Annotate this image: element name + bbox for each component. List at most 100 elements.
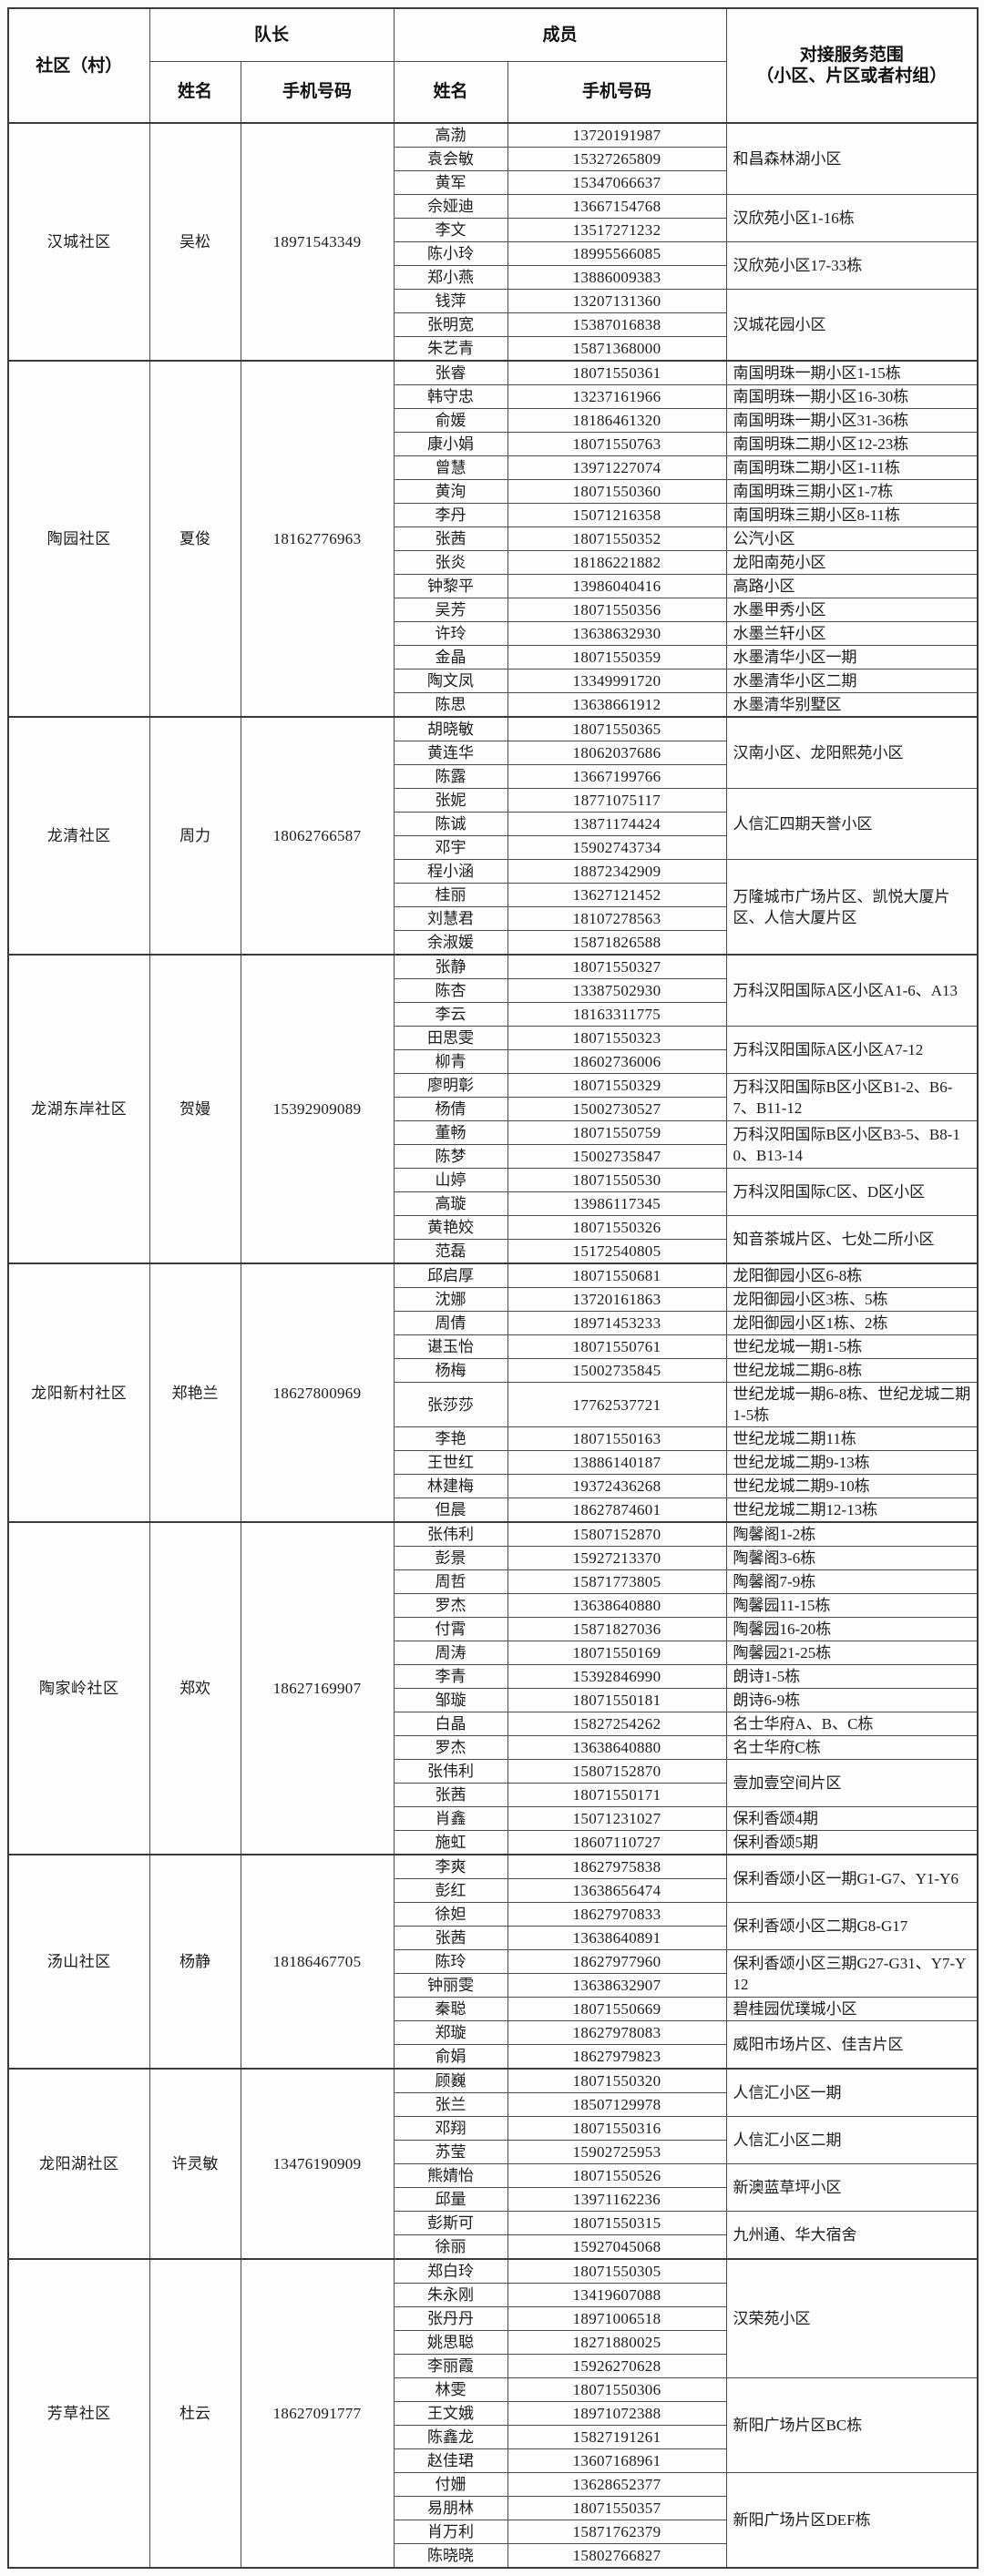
member-row: 白晶 15827254262 名士华府A、B、C栋: [8, 1712, 979, 1736]
member-phone-cell: 18507129978: [507, 2092, 727, 2117]
member-name-cell: 但晨: [393, 1498, 508, 1523]
header-member-phone: 手机号码: [507, 60, 727, 124]
member-phone-cell: 17762537721: [507, 1382, 727, 1427]
member-name-cell: 陶文凤: [393, 669, 508, 693]
member-name-cell: 胡晓敏: [393, 716, 508, 741]
member-phone-cell: 15871773805: [507, 1569, 727, 1594]
scope-cell: 陶馨园16-20栋: [725, 1617, 979, 1641]
scope-cell: 陶馨园11-15栋: [725, 1593, 979, 1618]
member-phone-cell: 18071550326: [507, 1215, 727, 1240]
community-cell: 芳草社区: [7, 2258, 150, 2569]
member-name-cell: 邱量: [393, 2187, 508, 2212]
member-phone-cell: 15871827036: [507, 1617, 727, 1641]
member-phone-cell: 18071550305: [507, 2258, 727, 2284]
member-name-cell: 田思雯: [393, 1026, 508, 1050]
member-name-cell: 熊婧怡: [393, 2163, 508, 2188]
member-row: 钟丽雯 13638632907: [8, 1973, 978, 1998]
member-phone-cell: 18071550352: [507, 526, 727, 551]
member-phone-cell: 15871826588: [507, 930, 727, 956]
member-phone-cell: 18071550316: [507, 2116, 727, 2141]
member-phone-cell: 15327265809: [507, 147, 727, 171]
member-name-cell: 张妮: [393, 788, 508, 813]
leader-phone-cell: 13476190909: [240, 2068, 395, 2260]
member-phone-cell: 18771075117: [507, 788, 727, 813]
scope-cell: 世纪龙城二期11栋: [725, 1426, 979, 1451]
leader-phone-cell: 18186467705: [240, 1854, 395, 2070]
member-phone-cell: 13638632907: [507, 1973, 727, 1998]
member-phone-cell: 18872342909: [507, 859, 727, 884]
leader-name-cell: 夏俊: [149, 360, 241, 718]
member-name-cell: 施虹: [393, 1830, 508, 1855]
scope-cell: 水墨甲秀小区: [725, 598, 979, 622]
member-phone-cell: 18071550169: [507, 1641, 727, 1665]
member-row: 俞媛 18186461320 南国明珠一期小区31-36栋: [8, 408, 979, 433]
member-name-cell: 廖明彰: [393, 1073, 508, 1098]
member-phone-cell: 18071550359: [507, 645, 727, 670]
member-row: 钟黎平 13986040416 高路小区: [8, 574, 979, 598]
member-name-cell: 谌玉怡: [393, 1334, 508, 1359]
member-row: 林建梅 19372436268 世纪龙城二期9-10栋: [8, 1474, 979, 1498]
member-phone-cell: 18071550361: [507, 360, 727, 385]
member-row: 山婷 18071550530 万科汉阳国际C区、D区小区: [8, 1168, 979, 1216]
member-phone-cell: 13638640891: [507, 1926, 727, 1950]
scope-cell: 朗诗6-9栋: [725, 1688, 979, 1712]
member-row: 芳草社区 杜云 18627091777 郑白玲 18071550305 汉荣苑小区: [7, 2258, 979, 2569]
community-cell: 汉城社区: [7, 122, 150, 362]
member-phone-cell: 15827254262: [507, 1712, 727, 1736]
member-row: 施虹 18607110727 保利香颂5期: [8, 1830, 979, 1855]
member-name-cell: 陈思: [393, 692, 508, 718]
scope-cell: 世纪龙城一期6-8栋、世纪龙城二期1-5栋: [725, 1382, 979, 1427]
member-name-cell: 付霄: [393, 1617, 508, 1641]
scope-cell: 公汽小区: [725, 526, 979, 551]
member-row: 钱萍 13207131360 汉城花园小区: [8, 289, 979, 362]
member-name-cell: 许玲: [393, 621, 508, 646]
member-row: 张炎 18186221882 龙阳南苑小区: [8, 550, 979, 575]
member-name-cell: 张伟利: [393, 1759, 508, 1784]
member-name-cell: 李丽霞: [393, 2354, 508, 2378]
member-name-cell: 邓翔: [393, 2116, 508, 2141]
member-name-cell: 罗杰: [393, 1735, 508, 1760]
scope-cell: 新阳广场片区DEF栋: [725, 2472, 979, 2569]
member-name-cell: 郑白玲: [393, 2258, 508, 2284]
member-phone-cell: 18271880025: [507, 2330, 727, 2355]
member-phone-cell: 18071550306: [507, 2377, 727, 2402]
member-name-cell: 高璇: [393, 1191, 508, 1216]
scope-cell: 南国明珠二期小区1-11栋: [725, 455, 979, 480]
member-row: 汉城社区 吴松 18971543349 高渤 13720191987 和昌森林湖小区: [7, 122, 979, 362]
header-scope-line2: （小区、片区或者村组）: [756, 66, 948, 86]
member-row: 田思雯 18071550323 万科汉阳国际A区小区A7-12: [8, 1026, 979, 1074]
scope-cell: 人信汇小区二期: [725, 2116, 979, 2164]
member-name-cell: 邱启厚: [393, 1262, 508, 1288]
member-phone-cell: 18107278563: [507, 906, 727, 931]
member-phone-cell: 13349991720: [507, 669, 727, 693]
member-phone-cell: 15002735847: [507, 1144, 727, 1169]
community-cell: 龙清社区: [7, 716, 150, 956]
member-row: 郑小燕 13886009383: [8, 265, 978, 290]
member-phone-cell: 18071550761: [507, 1334, 727, 1359]
scope-cell: 名士华府C栋: [725, 1735, 979, 1760]
member-row: 刘慧君 18107278563: [8, 906, 978, 931]
member-name-cell: 郑璇: [393, 2020, 508, 2045]
member-name-cell: 李文: [393, 218, 508, 242]
member-phone-cell: 15002735845: [507, 1358, 727, 1383]
member-row: 李艳 18071550163 世纪龙城二期11栋: [8, 1426, 979, 1451]
member-row: 付霄 15871827036 陶馨园16-20栋: [8, 1617, 979, 1641]
scope-cell: 威阳市场片区、佳吉片区: [725, 2020, 979, 2070]
member-phone-cell: 18071550357: [507, 2496, 727, 2520]
member-row: 罗杰 13638640880 陶馨园11-15栋: [8, 1593, 979, 1618]
member-row: 余淑媛 15871826588: [8, 930, 978, 956]
member-name-cell: 朱艺青: [393, 336, 508, 362]
member-phone-cell: 13871174424: [507, 812, 727, 836]
scope-cell: 保利香颂小区二期G8-G17: [725, 1902, 979, 1950]
member-row: 李青 15392846990 朗诗1-5栋: [8, 1664, 979, 1689]
member-row: 熊婧怡 18071550526 新澳蓝草坪小区: [8, 2163, 979, 2212]
member-name-cell: 吴芳: [393, 598, 508, 622]
member-phone-cell: 18627975838: [507, 1854, 727, 1879]
member-phone-cell: 18971006518: [507, 2306, 727, 2331]
member-row: 杨倩 15002730527: [8, 1097, 978, 1121]
member-name-cell: 张茜: [393, 1783, 508, 1807]
member-row: 陶文凤 13349991720 水墨清华小区二期: [8, 669, 979, 693]
member-name-cell: 余淑媛: [393, 930, 508, 956]
member-phone-cell: 15387016838: [507, 312, 727, 337]
member-row: 徐妲 18627970833 保利香颂小区二期G8-G17: [8, 1902, 979, 1950]
